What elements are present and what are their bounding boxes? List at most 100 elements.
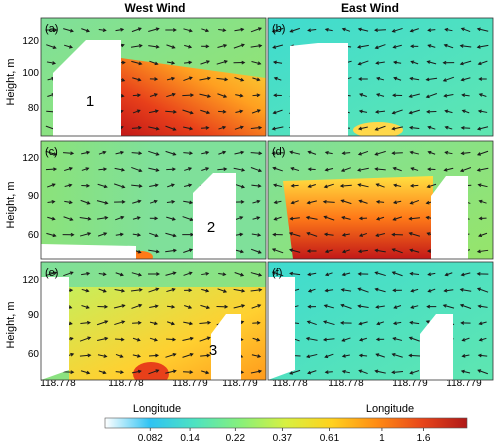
wind-vector-head — [87, 336, 92, 341]
wind-vector — [132, 94, 141, 97]
wind-vector — [183, 76, 193, 82]
wind-vector-head — [257, 184, 262, 188]
wind-vector-head — [52, 233, 57, 238]
wind-vector-head — [289, 216, 294, 221]
wind-vector-head — [155, 249, 160, 254]
wind-vector-head — [427, 28, 432, 32]
wind-vector-head — [427, 125, 432, 130]
wind-vector — [235, 216, 243, 221]
wind-vector — [462, 337, 470, 342]
wind-vector — [393, 216, 403, 221]
wind-vector-head — [154, 216, 159, 221]
wind-vector-head — [459, 168, 464, 173]
wind-vector — [166, 61, 175, 64]
wind-vector-head — [409, 370, 414, 375]
wind-vector-head — [205, 167, 210, 171]
wind-vector — [477, 369, 489, 375]
wind-vector-head — [358, 77, 362, 81]
wind-vector-head — [306, 249, 311, 253]
wind-vector — [148, 249, 159, 253]
wind-vector — [341, 167, 351, 172]
wind-vector-head — [258, 288, 263, 292]
wind-vector — [199, 321, 211, 325]
wind-vector — [358, 249, 368, 253]
colorbar-tick-label: 0.37 — [273, 433, 293, 444]
wind-vector-head — [205, 44, 210, 49]
wind-vector-head — [442, 78, 447, 82]
wind-vector-head — [154, 183, 159, 188]
wind-vector — [477, 28, 489, 32]
wind-vector — [96, 217, 108, 220]
wind-vector-head — [222, 109, 227, 114]
wind-vector — [217, 44, 227, 49]
wind-vector — [376, 61, 385, 64]
wind-vector-head — [460, 369, 465, 374]
wind-vector-head — [189, 200, 194, 205]
wind-vector — [444, 44, 454, 49]
wind-vector — [233, 288, 245, 292]
wind-vector-head — [68, 321, 73, 326]
wind-vector-head — [376, 216, 381, 221]
wind-vector — [445, 110, 453, 114]
wind-vector-head — [357, 45, 362, 49]
colorbar-tick-label: 1 — [379, 433, 385, 444]
wind-vector-head — [408, 216, 413, 221]
wind-vector-head — [427, 167, 432, 172]
wind-vector-head — [476, 152, 481, 156]
wind-vector-head — [121, 167, 126, 172]
wind-vector — [358, 28, 369, 32]
wind-vector-head — [120, 370, 125, 375]
wind-vector-head — [426, 60, 431, 64]
wind-vector-head — [137, 199, 142, 204]
wind-vector — [131, 60, 142, 65]
wind-vector — [64, 184, 72, 188]
wind-vector-head — [273, 93, 278, 98]
wind-vector — [478, 232, 488, 237]
wind-vector — [272, 126, 284, 130]
wind-vector-head — [392, 166, 397, 171]
wind-vector — [218, 28, 226, 32]
wind-vector-head — [307, 28, 312, 33]
wind-vector-head — [102, 272, 107, 277]
wind-vector-head — [307, 272, 312, 277]
wind-vector — [81, 151, 90, 155]
wind-vector-head — [271, 248, 276, 252]
ytick-e-2: 90 — [28, 310, 40, 321]
wind-vector-head — [153, 337, 158, 342]
wind-vector-head — [427, 288, 432, 293]
wind-vector-head — [392, 200, 398, 205]
wind-vector — [409, 354, 421, 357]
wind-vector-head — [340, 168, 345, 172]
wind-vector-head — [189, 110, 194, 115]
wind-vector — [97, 354, 107, 358]
wind-vector — [46, 183, 56, 188]
wind-vector — [148, 167, 159, 172]
wind-vector — [323, 338, 335, 341]
wind-vector — [149, 321, 158, 325]
wind-vector-head — [409, 28, 414, 33]
wind-vector-head — [206, 76, 212, 81]
panel-frame — [40, 140, 267, 260]
wind-vector-head — [324, 249, 329, 254]
wind-vector — [410, 28, 419, 32]
panel-label: (d) — [272, 146, 285, 158]
wind-vector — [477, 167, 489, 171]
wind-vector — [479, 337, 487, 341]
wind-vector — [359, 200, 368, 204]
wind-vector-head — [239, 249, 245, 254]
wind-vector — [182, 109, 193, 114]
wind-vector-head — [153, 321, 159, 326]
wind-vector — [444, 167, 454, 171]
wind-vector-head — [121, 60, 126, 65]
wind-vector-head — [86, 201, 91, 205]
wind-vector — [359, 321, 368, 325]
wind-vector-head — [359, 93, 364, 97]
wind-vector-head — [172, 127, 177, 131]
wind-vector — [411, 60, 419, 65]
wind-vector — [393, 321, 402, 325]
panels: (a) 1 (b) (c) 2 (d) (e) 3 (f) — [40, 17, 494, 381]
wind-vector-head — [240, 77, 245, 82]
wind-vector-head — [257, 354, 262, 358]
wind-vector — [200, 304, 210, 309]
wind-vector — [308, 151, 317, 155]
